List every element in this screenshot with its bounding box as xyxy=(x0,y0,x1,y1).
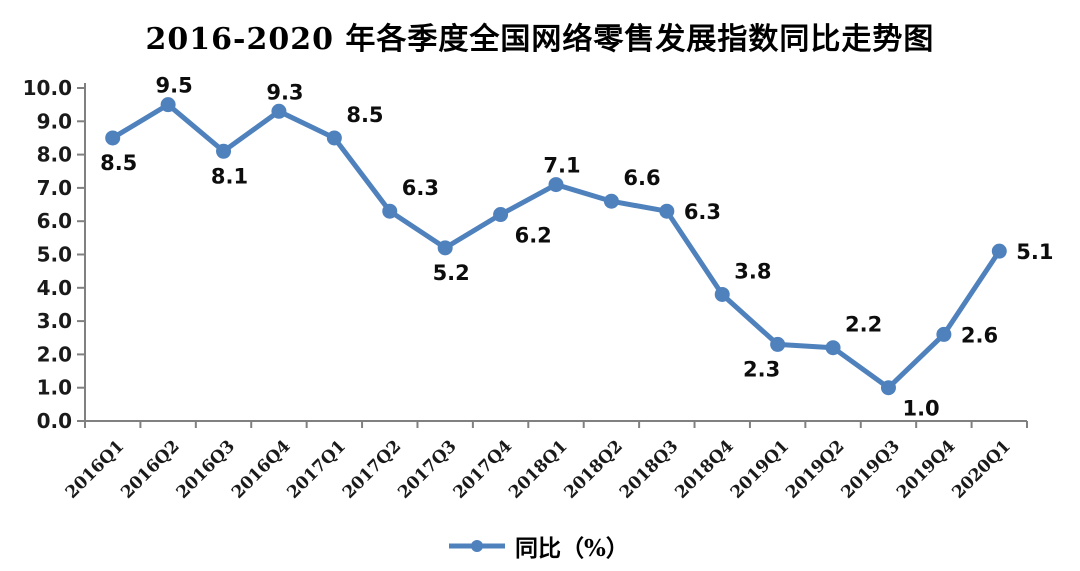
data-point-label: 6.3 xyxy=(684,200,721,224)
y-tick-label: 2.0 xyxy=(37,342,72,366)
x-tick-label: 2016Q3 xyxy=(173,436,239,502)
data-point-label: 8.5 xyxy=(100,151,137,175)
data-point-label: 6.2 xyxy=(515,224,552,248)
x-tick-label: 2016Q2 xyxy=(117,436,183,502)
x-tick-label: 2019Q1 xyxy=(727,436,793,502)
data-point-marker xyxy=(326,130,342,146)
data-point-marker xyxy=(603,193,619,209)
data-point-marker xyxy=(271,103,287,119)
chart-title: 2016-2020 年各季度全国网络零售发展指数同比走势图 xyxy=(145,22,935,57)
data-point-marker xyxy=(880,380,896,396)
y-tick-label: 1.0 xyxy=(37,376,72,400)
data-point-marker xyxy=(437,240,453,256)
x-tick-label: 2017Q1 xyxy=(283,436,349,502)
y-tick-label: 6.0 xyxy=(37,209,72,233)
data-point-label: 7.1 xyxy=(543,154,580,178)
x-tick-label: 2016Q4 xyxy=(228,436,295,503)
data-point-marker xyxy=(382,203,398,219)
x-tick-label: 2016Q1 xyxy=(62,436,128,502)
data-point-label: 8.1 xyxy=(211,164,248,188)
data-point-label: 6.6 xyxy=(623,166,660,190)
data-point-label: 9.5 xyxy=(156,74,193,98)
data-point-label: 5.2 xyxy=(433,261,470,285)
data-point-marker xyxy=(991,243,1007,259)
x-tick-label: 2018Q2 xyxy=(561,436,627,502)
data-point-label: 2.2 xyxy=(845,313,882,337)
y-tick-label: 9.0 xyxy=(37,109,72,133)
x-tick-label: 2018Q4 xyxy=(671,436,738,503)
series-line xyxy=(110,102,1002,391)
data-point-label: 8.5 xyxy=(346,103,383,127)
y-tick-label: 8.0 xyxy=(37,143,72,167)
data-point-marker xyxy=(493,207,509,223)
x-tick-label: 2020Q1 xyxy=(948,436,1014,502)
y-tick-label: 3.0 xyxy=(37,309,72,333)
y-tick-label: 5.0 xyxy=(37,243,72,267)
data-point-label: 6.3 xyxy=(402,176,439,200)
data-point-marker xyxy=(770,336,786,352)
data-point-label: 2.3 xyxy=(743,357,780,381)
data-point-label: 3.8 xyxy=(734,259,771,283)
data-point-marker xyxy=(216,143,232,159)
data-point-label: 1.0 xyxy=(902,397,939,421)
data-point-label: 9.3 xyxy=(266,80,303,104)
data-point-marker xyxy=(825,340,841,356)
data-point-marker xyxy=(105,130,121,146)
y-tick-label: 0.0 xyxy=(37,409,72,433)
data-point-label: 5.1 xyxy=(1016,240,1053,264)
x-tick-label: 2017Q3 xyxy=(394,436,460,502)
y-tick-label: 4.0 xyxy=(37,276,72,300)
data-point-marker xyxy=(548,177,564,193)
x-tick-label: 2019Q4 xyxy=(893,436,960,503)
data-point-label: 2.6 xyxy=(961,323,998,347)
y-tick-label: 7.0 xyxy=(37,176,72,200)
legend-label: 同比（%） xyxy=(515,535,629,562)
x-tick-label: 2018Q1 xyxy=(505,436,571,502)
legend: 同比（%） xyxy=(448,529,629,563)
x-tick-label: 2017Q4 xyxy=(450,436,517,503)
x-tick-label: 2019Q2 xyxy=(782,436,848,502)
x-tick-label: 2019Q3 xyxy=(838,436,904,502)
y-tick-label: 10.0 xyxy=(23,76,72,100)
data-point-marker xyxy=(714,286,730,302)
data-point-marker xyxy=(160,97,176,113)
data-point-marker xyxy=(936,326,952,342)
legend-line-marker-icon xyxy=(449,540,505,552)
x-tick-label: 2018Q3 xyxy=(616,436,682,502)
x-tick-label: 2017Q2 xyxy=(339,436,405,502)
data-point-marker xyxy=(659,203,675,219)
